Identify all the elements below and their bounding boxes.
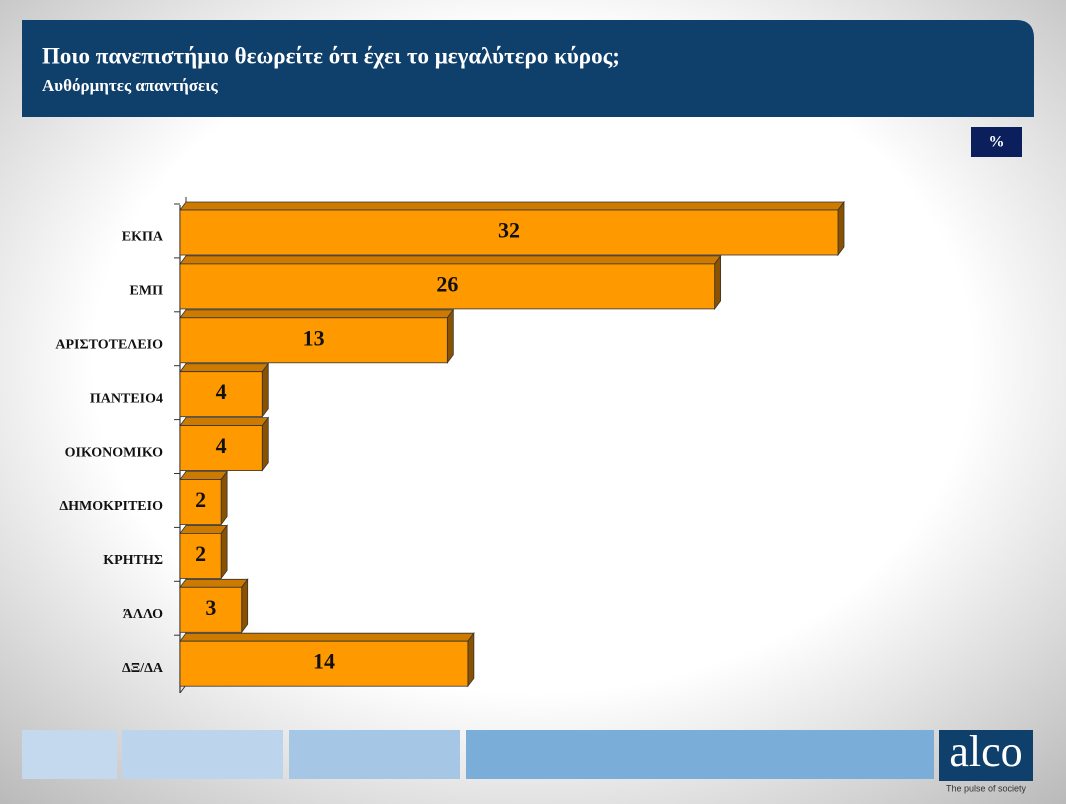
bar-side xyxy=(837,200,845,257)
bar xyxy=(179,586,243,633)
footer-block xyxy=(466,730,934,779)
bar-side xyxy=(467,632,475,688)
bar-top xyxy=(179,309,455,319)
chart-title: Ποιο πανεπιστήμιο θεωρείτε ότι έχει το μ… xyxy=(42,43,620,68)
bar xyxy=(179,263,716,310)
bar-side xyxy=(714,254,722,311)
category-label: ΚΡΗΤΗΣ xyxy=(103,553,163,568)
category-label: ΕΜΠ xyxy=(130,284,164,299)
bar xyxy=(179,209,839,256)
value-label: 14 xyxy=(313,649,335,674)
unit-label: % xyxy=(989,134,1005,151)
value-label: 13 xyxy=(303,325,325,350)
category-label: ΠΑΝΤΕΙΟ4 xyxy=(90,391,163,406)
bar-side xyxy=(220,470,228,526)
footer-block xyxy=(122,730,283,779)
category-label: ΑΡΙΣΤΟΤΕΛΕΙΟ xyxy=(55,338,163,353)
tagline: The pulse of society xyxy=(946,783,1027,793)
header-band xyxy=(22,20,1034,117)
bar xyxy=(179,371,263,418)
bar xyxy=(179,479,222,525)
bar-top xyxy=(179,201,845,211)
bar-side xyxy=(241,578,249,634)
bar-top xyxy=(179,255,722,265)
bar-top xyxy=(179,578,249,588)
category-label: ΟΙΚΟΝΟΜΙΚΟ xyxy=(65,445,163,460)
value-label: 2 xyxy=(195,541,206,566)
bar-top xyxy=(179,363,270,373)
bar xyxy=(179,533,222,579)
value-label: 3 xyxy=(205,595,216,620)
unit-badge xyxy=(971,127,1022,157)
logo-box xyxy=(939,730,1033,781)
category-label: ΔΗΜΟΚΡΙΤΕΙΟ xyxy=(59,499,163,514)
bar-top xyxy=(179,525,228,534)
bar-top xyxy=(179,632,475,642)
category-label: ΔΞ/ΔΑ xyxy=(122,661,164,676)
bar-side xyxy=(261,416,269,472)
footer-block xyxy=(289,730,460,779)
bar-side xyxy=(220,524,228,580)
value-label: 32 xyxy=(498,218,520,243)
bar-top xyxy=(179,471,228,480)
chart-subtitle: Αυθόρμητες απαντήσεις xyxy=(42,76,219,95)
value-label: 4 xyxy=(216,433,227,458)
bar-side xyxy=(261,362,269,418)
bar xyxy=(179,425,263,472)
bar xyxy=(179,317,448,364)
logo: alco xyxy=(949,727,1022,776)
value-label: 4 xyxy=(216,379,227,404)
bar xyxy=(179,640,469,687)
bar-side xyxy=(446,308,454,364)
category-label: ΕΚΠΑ xyxy=(122,230,164,245)
footer-block xyxy=(22,730,117,779)
value-label: 2 xyxy=(195,487,206,512)
bar-top xyxy=(179,417,270,426)
value-label: 26 xyxy=(436,271,458,296)
category-label: ΆΛΛΟ xyxy=(123,607,163,622)
